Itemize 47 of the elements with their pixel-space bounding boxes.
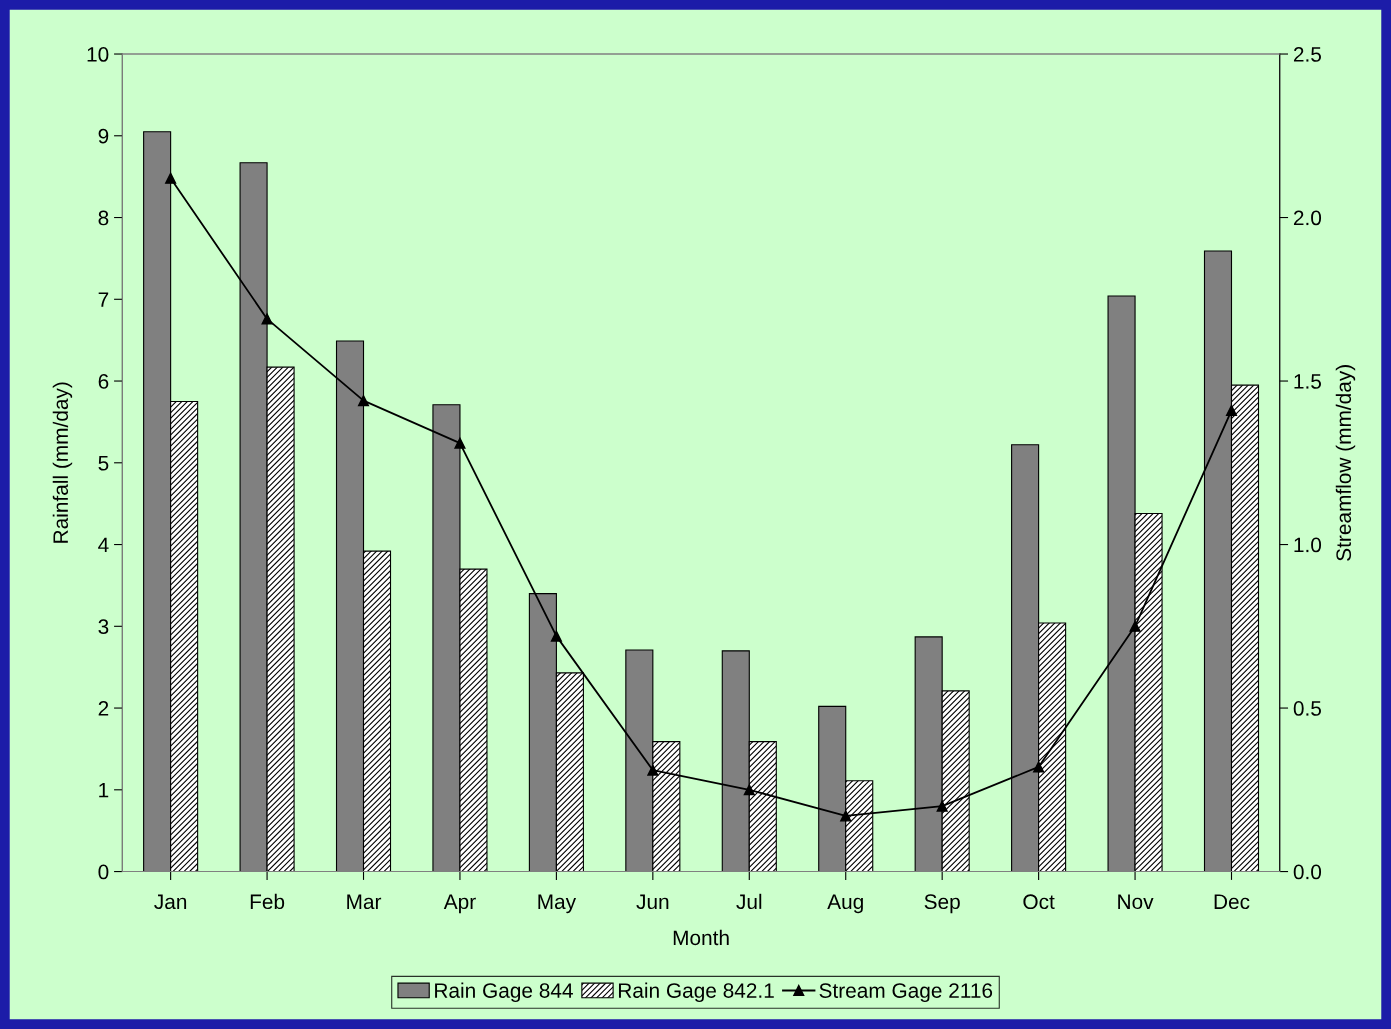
y-tick-label: 1 — [99, 783, 109, 798]
point — [1033, 761, 1045, 773]
point — [165, 172, 177, 184]
point — [261, 313, 273, 325]
y-tick-label: 7 — [98, 292, 109, 307]
y-axis-title: Rainfall (mm/day) — [52, 382, 73, 543]
point — [1225, 404, 1238, 417]
y-tick-label: 5 — [98, 456, 109, 471]
y-tick-label: 8 — [98, 210, 109, 226]
y-tick-label: 4 — [98, 537, 109, 553]
y2-tick-label: 0.5 — [1293, 701, 1321, 716]
point — [1129, 620, 1141, 632]
legend-label: Stream Gage 2116 — [819, 983, 993, 1003]
y-tick-label: 3 — [98, 619, 109, 635]
point — [840, 810, 852, 822]
x-tick-label: Mar — [347, 894, 382, 910]
y2-axis-title: Streamflow (mm/day) — [1335, 365, 1356, 561]
x-tick-label: Jan — [154, 894, 187, 910]
point — [454, 437, 466, 449]
legend-label: Rain Gage 842.1 — [618, 982, 774, 1003]
y2-tick-label: 1.5 — [1294, 374, 1321, 389]
x-tick-label: May — [538, 894, 577, 914]
point — [743, 784, 755, 796]
x-tick-label: Nov — [1118, 894, 1154, 910]
x-tick-label: Jul — [736, 893, 762, 910]
point — [936, 800, 948, 812]
point — [550, 630, 562, 642]
y2-tick-label: 1.0 — [1294, 537, 1322, 553]
x-tick-label: Aug — [827, 894, 863, 914]
y-tick-label: 0 — [98, 864, 109, 880]
y-tick-label: 10 — [87, 47, 109, 62]
legend-label: Rain Gage 844 — [435, 982, 573, 1003]
x-tick-label: Apr — [443, 894, 476, 914]
x-tick-label: Sep — [924, 894, 960, 914]
x-tick-label: Dec — [1214, 894, 1250, 910]
x-axis-title: Month — [673, 929, 729, 946]
y-tick-label: 2 — [98, 701, 109, 716]
y-tick-label: 9 — [98, 128, 109, 144]
y2-tick-label: 0.0 — [1293, 864, 1322, 880]
point — [357, 395, 370, 407]
point — [647, 764, 659, 776]
y2-tick-label: 2.5 — [1293, 47, 1321, 62]
y2-tick-label: 2.0 — [1293, 210, 1322, 226]
x-tick-label: Oct — [1023, 894, 1055, 910]
y-tick-label: 6 — [98, 374, 109, 389]
x-tick-label: Feb — [250, 893, 285, 910]
x-tick-label: Jun — [636, 894, 669, 910]
